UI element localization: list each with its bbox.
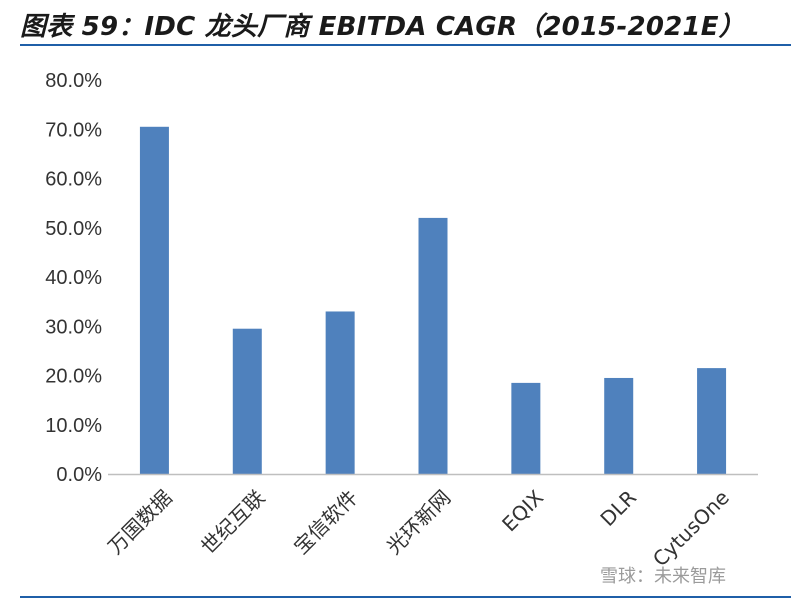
y-tick-label: 70.0% <box>45 119 102 141</box>
bars <box>139 126 727 474</box>
bar-1 <box>139 126 169 474</box>
bar-5 <box>511 382 541 474</box>
x-tick-label: 光环新网 <box>382 485 456 559</box>
y-tick-label: 0.0% <box>56 464 102 486</box>
y-tick-label: 60.0% <box>45 169 102 191</box>
y-tick-label: 20.0% <box>45 366 102 388</box>
watermark-text: 雪球：未来智库 <box>600 566 726 587</box>
footer-divider <box>20 596 791 598</box>
bar-3 <box>325 311 355 474</box>
y-axis-ticks: 0.0% 10.0% 20.0% 30.0% 40.0% 50.0% 60.0% 70.0% 8… <box>45 70 102 486</box>
y-tick-label: 50.0% <box>45 218 102 240</box>
x-tick-label: 宝信软件 <box>289 485 363 559</box>
y-tick-label: 10.0% <box>45 415 102 437</box>
x-tick-label: CytusOne <box>648 485 734 571</box>
chart-title: 图表 59：IDC 龙头厂商 EBITDA CAGR（2015-2021E） <box>20 12 745 42</box>
x-tick-label: DLR <box>595 485 641 531</box>
bar-4 <box>418 217 448 474</box>
bar-7 <box>697 368 727 474</box>
bar-6 <box>604 377 634 474</box>
x-tick-label: 万国数据 <box>103 485 177 559</box>
x-tick-label: 世纪互联 <box>196 485 270 559</box>
y-tick-label: 40.0% <box>45 267 102 289</box>
title-divider <box>20 44 791 46</box>
x-tick-label: EQIX <box>497 485 548 536</box>
y-tick-label: 30.0% <box>45 316 102 338</box>
x-axis-ticks: 万国数据 世纪互联 宝信软件 光环新网 EQIX DLR CytusOne <box>103 485 734 571</box>
y-tick-label: 80.0% <box>45 70 102 92</box>
bar-2 <box>232 328 262 474</box>
